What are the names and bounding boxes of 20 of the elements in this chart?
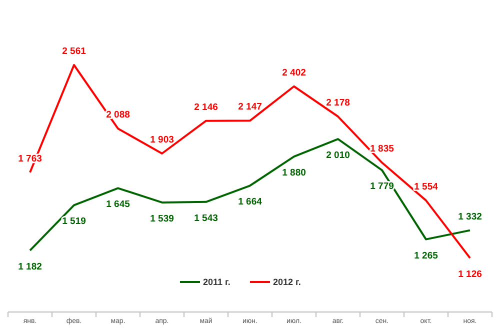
data-label: 2 146 bbox=[194, 102, 218, 113]
data-label: 2 147 bbox=[238, 102, 262, 113]
data-label: 2 402 bbox=[282, 67, 306, 78]
data-label: 1 543 bbox=[194, 212, 218, 224]
data-label: 2 178 bbox=[326, 98, 350, 109]
data-label: 1 265 bbox=[414, 250, 439, 262]
data-label: 2 010 bbox=[326, 150, 350, 162]
data-label: 1 539 bbox=[150, 213, 174, 224]
data-label: 1 182 bbox=[18, 261, 42, 272]
data-label: 1 664 bbox=[238, 196, 263, 208]
data-label: 1 903 bbox=[150, 134, 174, 146]
data-label: 1 645 bbox=[106, 199, 131, 210]
data-label: 1 880 bbox=[282, 168, 306, 179]
legend-label: 2011 г. bbox=[203, 277, 230, 287]
legend-label: 2012 г. bbox=[273, 277, 301, 287]
data-label: 1 126 bbox=[458, 269, 482, 280]
data-label: 1 554 bbox=[414, 181, 439, 192]
data-label: 1 519 bbox=[62, 216, 86, 228]
data-label: 1 332 bbox=[458, 211, 482, 222]
data-label: 2 561 bbox=[62, 46, 87, 57]
